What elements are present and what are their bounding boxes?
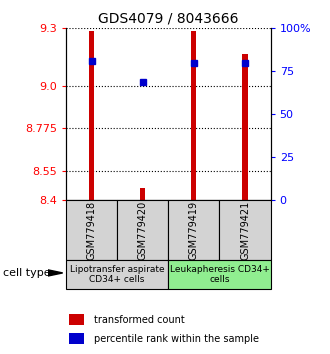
Text: Lipotransfer aspirate
CD34+ cells: Lipotransfer aspirate CD34+ cells	[70, 265, 164, 284]
Bar	[69, 333, 84, 344]
Bar	[66, 260, 168, 289]
Bar	[117, 200, 168, 260]
Bar	[243, 54, 248, 200]
Text: GSM779420: GSM779420	[138, 200, 148, 260]
Bar	[69, 314, 84, 325]
Text: cell type: cell type	[3, 268, 51, 278]
Bar	[168, 260, 271, 289]
Polygon shape	[48, 270, 63, 276]
Title: GDS4079 / 8043666: GDS4079 / 8043666	[98, 12, 239, 26]
Bar	[140, 188, 145, 200]
Text: Leukapheresis CD34+
cells: Leukapheresis CD34+ cells	[170, 265, 269, 284]
Text: GSM779419: GSM779419	[189, 200, 199, 260]
Bar	[219, 200, 271, 260]
Text: transformed count: transformed count	[94, 315, 185, 325]
Text: percentile rank within the sample: percentile rank within the sample	[94, 334, 259, 344]
Text: GSM779418: GSM779418	[86, 200, 97, 260]
Bar	[89, 31, 94, 200]
Bar	[168, 200, 219, 260]
Bar	[191, 31, 196, 200]
Bar	[66, 200, 117, 260]
Text: GSM779421: GSM779421	[240, 200, 250, 260]
